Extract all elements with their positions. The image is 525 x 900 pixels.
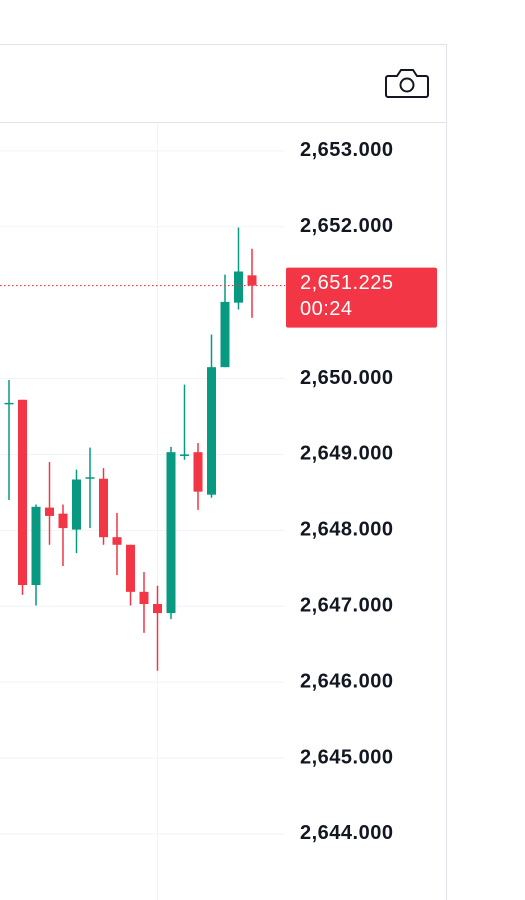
candle-body [126,544,135,592]
candle-body [166,452,176,614]
candle [166,446,176,620]
candle [180,384,189,460]
y-tick-label: 2,645.000 [300,746,393,768]
candle-body [112,537,122,545]
candle [31,504,41,606]
candle-body [207,367,216,495]
y-tick-label: 2,653.000 [300,139,393,161]
candle [4,380,14,500]
candle [18,399,27,595]
candle-body [139,591,149,604]
candle [193,443,203,510]
candle-body [85,477,95,479]
candle [153,585,162,671]
candle-body [234,271,243,303]
candle [85,447,95,529]
candle-body [58,513,68,529]
candle-body [247,275,257,286]
y-tick-label: 2,647.000 [300,595,393,617]
y-tick-label: 2,644.000 [300,822,393,844]
candle [220,274,230,368]
candles [4,227,257,671]
countdown-label: 00:24 [300,298,353,320]
price-axis: 2,653.000 2,652.000 2,650.000 2,649.000 2,64… [300,139,393,844]
candle [72,469,81,554]
candle [58,504,68,567]
y-tick-label: 2,646.000 [300,670,393,692]
candle-body [4,402,14,405]
candle-body [180,454,189,456]
y-tick-label: 2,649.000 [300,443,393,465]
camera-lens [399,77,415,93]
candle [126,544,135,606]
y-tick-label: 2,652.000 [300,215,393,237]
candle [45,462,54,545]
candle-body [220,301,230,368]
candle-body [31,506,41,586]
candle [234,227,243,310]
camera-icon [385,69,429,98]
y-tick-label: 2,648.000 [300,519,393,541]
candle [99,468,108,545]
last-price-label: 2,651.225 [300,272,393,294]
candle [207,334,216,498]
last-price-badge [286,267,437,328]
grid [0,150,285,835]
y-tick-label: 2,650.000 [300,367,393,389]
candle-body [18,399,27,586]
candle-body [193,452,203,492]
candle-body [45,507,54,516]
candle-body [72,479,81,530]
candle-body [153,603,162,614]
candle [139,572,149,633]
candle [247,248,257,318]
camera-button[interactable] [385,69,429,98]
candle-body [99,478,108,538]
candle [112,512,122,576]
